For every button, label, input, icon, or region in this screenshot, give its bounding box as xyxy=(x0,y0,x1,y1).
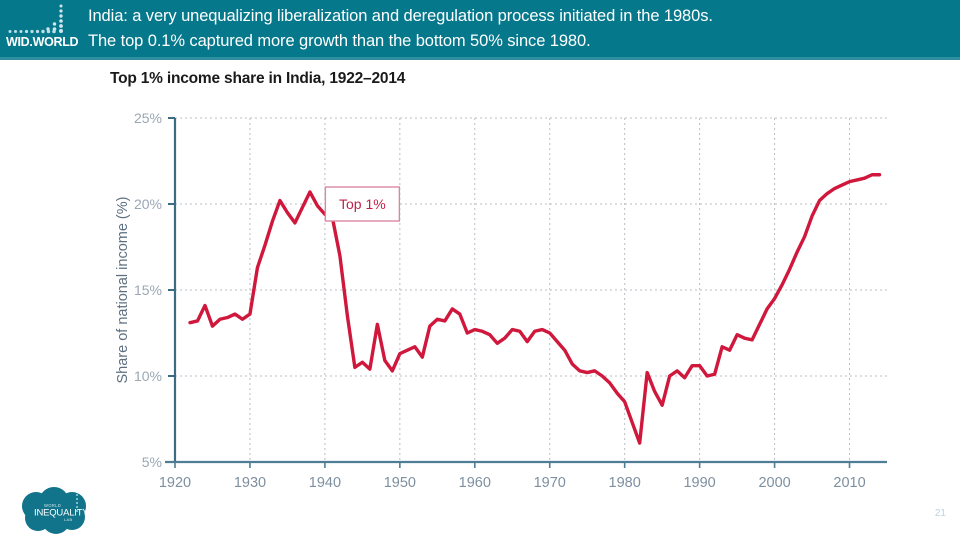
slide-header-text: India: a very unequalizing liberalizatio… xyxy=(78,4,960,54)
annotation-label: Top 1% xyxy=(339,196,386,212)
y-tick-label: 25% xyxy=(134,110,162,126)
x-tick-label: 2000 xyxy=(758,475,790,491)
x-axis xyxy=(165,460,887,468)
data-series-top1 xyxy=(188,173,882,445)
x-tick-label: 1920 xyxy=(159,475,191,491)
wid-world-logo: WID.WORLD xyxy=(0,0,78,57)
x-tick-label: 1960 xyxy=(459,475,491,491)
line-chart: 5%10%15%20%25% 1920 1930 1940 1950 1960 1970 1… xyxy=(115,110,887,491)
y-axis-title-text: Share of national income (%) xyxy=(115,197,131,384)
header-line-1: India: a very unequalizing liberalizatio… xyxy=(88,6,713,25)
wid-world-logo-text: WID.WORLD xyxy=(6,35,78,49)
x-tick-label: 1930 xyxy=(234,475,266,491)
wil-logo-line1: WORLD xyxy=(44,503,61,508)
annotation-box xyxy=(324,186,401,222)
page-number: 21 xyxy=(934,508,946,519)
x-tick-label: 1970 xyxy=(534,475,566,491)
x-tick-labels: 1920 1930 1940 1950 1960 1970 1980 1990 2000 2010 xyxy=(159,475,866,491)
chart-title: Top 1% income share in India, 1922–2014 xyxy=(110,70,406,87)
y-tick-label: 5% xyxy=(142,454,162,470)
slide-header-band: WID.WORLD India: a very unequalizing lib… xyxy=(0,0,960,57)
y-tick-labels: 5% 10% 15% 20% 25% xyxy=(134,110,162,470)
x-tick-label: 2010 xyxy=(833,475,865,491)
y-tick-label: 15% xyxy=(134,282,162,298)
wil-logo-line3: LAB xyxy=(64,517,72,522)
x-tick-label: 1950 xyxy=(384,475,416,491)
x-tick-label: 1980 xyxy=(609,475,641,491)
wid-world-logo-graphic: WID.WORLD xyxy=(6,4,78,49)
series-line-top1 xyxy=(188,173,882,445)
x-tick-label: 1990 xyxy=(683,475,715,491)
y-axis xyxy=(168,117,177,463)
wil-logo-graphic: WORLD INEQUALITY LAB xyxy=(22,487,90,534)
wil-logo-line2: INEQUALITY xyxy=(34,508,89,519)
series-annotation-top1: Top 1% xyxy=(324,186,401,222)
y-tick-label: 10% xyxy=(134,368,162,384)
chart-container: 5% 10% 15% 20% 25% 1920 1930 1940 1950 1960 1970 1… xyxy=(105,100,895,495)
y-tick-label: 20% xyxy=(134,196,162,212)
y-axis-title: Share of national income (%) xyxy=(115,197,131,384)
x-tick-label: 1940 xyxy=(309,475,341,491)
header-line-2: The top 0.1% captured more growth than t… xyxy=(88,31,591,50)
header-underline xyxy=(0,57,960,60)
world-inequality-lab-logo: WORLD INEQUALITY LAB xyxy=(14,486,102,538)
